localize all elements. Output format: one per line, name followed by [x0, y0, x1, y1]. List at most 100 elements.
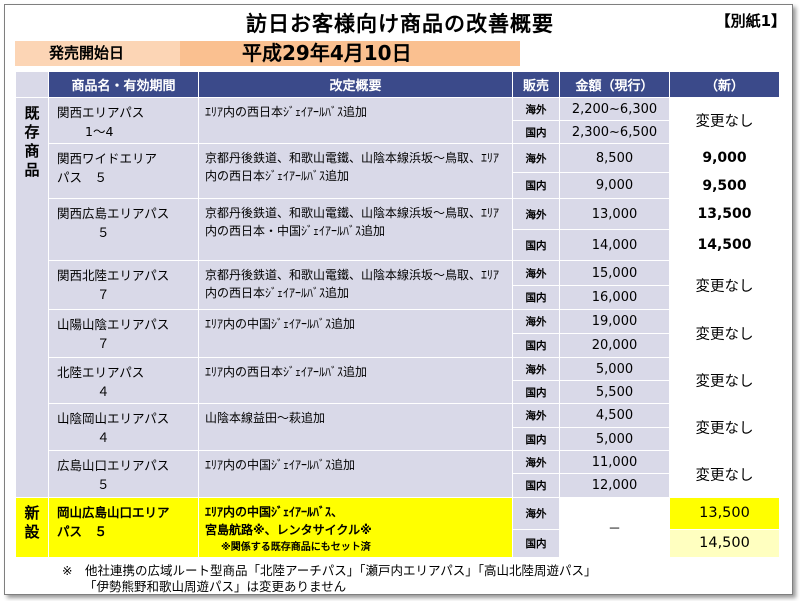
- sales-channel: 海外: [512, 143, 560, 173]
- product-name: 北陸エリアパス ４: [48, 357, 199, 404]
- product-name: 関西北陸エリアパス ７: [48, 260, 199, 310]
- product-name: 関西エリアパス 1～4: [48, 97, 199, 144]
- table-row: 関西北陸エリアパス ７ 京都丹後鉄道、和歌山電鐵、山陰本線浜坂～鳥取、ｴﾘｱ内の西…: [16, 260, 780, 310]
- category-existing: 既存商品: [15, 97, 49, 498]
- table-row: 広島山口エリアパス ５ ｴﾘｱ内の中国ｼﾞｪｲｱｰﾙﾊﾞｽ追加 海外 11,000…: [16, 450, 780, 498]
- sales-channel: 海外: [512, 403, 560, 428]
- sales-channel: 国内: [512, 473, 560, 498]
- sales-channel: 国内: [512, 285, 560, 310]
- sales-channel: 海外: [512, 357, 560, 381]
- header-new: （新）: [669, 71, 780, 98]
- product-summary: ｴﾘｱ内の西日本ｼﾞｪｲｱｰﾙﾊﾞｽ追加: [198, 357, 513, 404]
- new-price: 14,500: [669, 229, 780, 261]
- sales-channel: 国内: [512, 528, 560, 559]
- product-summary: 京都丹後鉄道、和歌山電鐵、山陰本線浜坂～鳥取、ｴﾘｱ内の西日本ｼﾞｪｲｱｰﾙﾊﾞ…: [198, 260, 513, 310]
- current-price: 16,000: [559, 285, 670, 310]
- current-price: 11,000: [559, 450, 670, 474]
- table-row: 国内 16,000: [16, 285, 780, 310]
- header-summary: 改定概要: [198, 71, 513, 98]
- current-price: 12,000: [559, 473, 670, 498]
- current-price: －: [559, 497, 670, 558]
- product-summary: 京都丹後鉄道、和歌山電鐵、山陰本線浜坂～鳥取、ｴﾘｱ内の西日本ｼﾞｪｲｱｰﾙﾊﾞ…: [198, 143, 513, 199]
- sales-channel: 国内: [512, 380, 560, 404]
- new-price: 変更なし: [669, 97, 780, 144]
- current-price: 4,500: [559, 403, 670, 428]
- new-product-summary: ｴﾘｱ内の中国ｼﾞｪｲｱｰﾙﾊﾞｽ、 宮島航路※、レンタサイクル※ ※関係する既…: [198, 497, 513, 558]
- new-price: 変更なし: [669, 260, 780, 310]
- new-product-note: ※関係する既存商品にもセット済: [221, 542, 371, 553]
- current-price: 19,000: [559, 309, 670, 334]
- sales-channel: 国内: [512, 120, 560, 144]
- current-price: 13,000: [559, 198, 670, 230]
- current-price: 2,200~6,300: [559, 97, 670, 121]
- new-product-name: 岡山広島山口エリア パス ５: [48, 497, 199, 558]
- table-header-row: 商品名・有効期間 改定概要 販売 金額（現行） （新）: [15, 71, 780, 98]
- header-name: 商品名・有効期間: [48, 71, 199, 98]
- product-name: 関西ワイドエリア パス ５: [48, 143, 199, 199]
- new-price: 変更なし: [669, 357, 780, 404]
- new-price: 9,500: [669, 172, 780, 199]
- current-price: 8,500: [559, 143, 670, 173]
- current-price: 20,000: [559, 333, 670, 358]
- sales-channel: 海外: [512, 450, 560, 474]
- footnote: ※ 他社連携の広域ルート型商品「北陸アーチパス」「瀬戸内エリアパス」「高山北陸周…: [62, 563, 596, 595]
- current-price: 5,000: [559, 427, 670, 451]
- sales-channel: 海外: [512, 260, 560, 286]
- product-summary: ｴﾘｱ内の中国ｼﾞｪｲｱｰﾙﾊﾞｽ追加: [198, 450, 513, 498]
- table-row: 国内 12,000: [16, 473, 780, 498]
- table-row: 関西ワイドエリア パス ５ 京都丹後鉄道、和歌山電鐵、山陰本線浜坂～鳥取、ｴﾘｱ内…: [16, 143, 780, 199]
- header-corner: [15, 71, 49, 98]
- product-name: 山陽山陰エリアパス ７: [48, 309, 199, 358]
- sales-channel: 海外: [512, 309, 560, 334]
- release-label: 発売開始日: [15, 41, 180, 66]
- product-summary: 京都丹後鉄道、和歌山電鐵、山陰本線浜坂～鳥取、ｴﾘｱ内の西日本・中国ｼﾞｪｲｱｰ…: [198, 198, 513, 261]
- product-summary: ｴﾘｱ内の西日本ｼﾞｪｲｱｰﾙﾊﾞｽ追加: [198, 97, 513, 144]
- table-row: 山陰岡山エリアパス ４ 山陰本線益田～萩追加 海外 4,500 変更なし: [16, 403, 780, 451]
- page-title: 訪日お客様向け商品の改善概要: [246, 12, 554, 36]
- table-row-new: 国内 14,500: [16, 528, 780, 559]
- table-row: 山陽山陰エリアパス ７ ｴﾘｱ内の中国ｼﾞｪｲｱｰﾙﾊﾞｽ追加 海外 19,000…: [16, 309, 780, 358]
- release-date: 平成29年4月10日: [180, 41, 520, 66]
- table-row: 北陸エリアパス ４ ｴﾘｱ内の西日本ｼﾞｪｲｱｰﾙﾊﾞｽ追加 海外 5,000 変…: [16, 357, 780, 404]
- header-sales: 販売: [512, 71, 560, 98]
- sales-channel: 海外: [512, 97, 560, 121]
- current-price: 9,000: [559, 172, 670, 199]
- table-row: 国内 5,000: [16, 427, 780, 451]
- product-summary: 山陰本線益田～萩追加: [198, 403, 513, 451]
- table-row: 既存商品 関西エリアパス 1～4 ｴﾘｱ内の西日本ｼﾞｪｲｱｰﾙﾊﾞｽ追加 海外 …: [15, 97, 780, 498]
- header-price: 金額（現行）: [559, 71, 670, 98]
- current-price: 2,300~6,500: [559, 120, 670, 144]
- product-name: 山陰岡山エリアパス ４: [48, 403, 199, 451]
- table-row: 関西広島エリアパス ５ 京都丹後鉄道、和歌山電鐵、山陰本線浜坂～鳥取、ｴﾘｱ内の西…: [16, 198, 780, 261]
- sales-channel: 海外: [512, 198, 560, 230]
- sales-channel: 国内: [512, 229, 560, 261]
- footnote-line-1: ※ 他社連携の広域ルート型商品「北陸アーチパス」「瀬戸内エリアパス」「高山北陸周…: [62, 563, 597, 578]
- new-price: 変更なし: [669, 309, 780, 358]
- product-name: 広島山口エリアパス ５: [48, 450, 199, 498]
- category-new: 新設: [15, 497, 49, 558]
- footnote-line-2: 「伊勢熊野和歌山周遊パス」は変更ありません: [84, 579, 347, 594]
- sales-channel: 海外: [512, 497, 560, 530]
- product-name: 関西広島エリアパス ５: [48, 198, 199, 261]
- current-price: 5,500: [559, 380, 670, 404]
- table-row-new: 新設 岡山広島山口エリア パス ５ ｴﾘｱ内の中国ｼﾞｪｲｱｰﾙﾊﾞｽ、 宮島航路…: [15, 497, 780, 558]
- new-price: 変更なし: [669, 403, 780, 451]
- products-table: 商品名・有効期間 改定概要 販売 金額（現行） （新） 既存商品 関西エリアパス…: [15, 71, 780, 559]
- new-price: 13,500: [669, 497, 780, 530]
- product-summary: ｴﾘｱ内の中国ｼﾞｪｲｱｰﾙﾊﾞｽ追加: [198, 309, 513, 358]
- current-price: 5,000: [559, 357, 670, 381]
- sales-channel: 国内: [512, 427, 560, 451]
- table-row: 国内 14,000 14,500: [16, 229, 780, 261]
- table-row: 国内 5,500: [16, 380, 780, 404]
- sales-channel: 国内: [512, 333, 560, 358]
- new-price: 9,000: [669, 143, 780, 173]
- table-row: 国内 9,000 9,500: [16, 172, 780, 199]
- current-price: 15,000: [559, 260, 670, 286]
- new-price: 14,500: [669, 528, 780, 559]
- new-price: 変更なし: [669, 450, 780, 498]
- new-price: 13,500: [669, 198, 780, 230]
- table-row: 国内 2,300~6,500: [16, 120, 780, 144]
- current-price: 14,000: [559, 229, 670, 261]
- attachment-label: 【別紙1】: [715, 12, 786, 30]
- sales-channel: 国内: [512, 172, 560, 199]
